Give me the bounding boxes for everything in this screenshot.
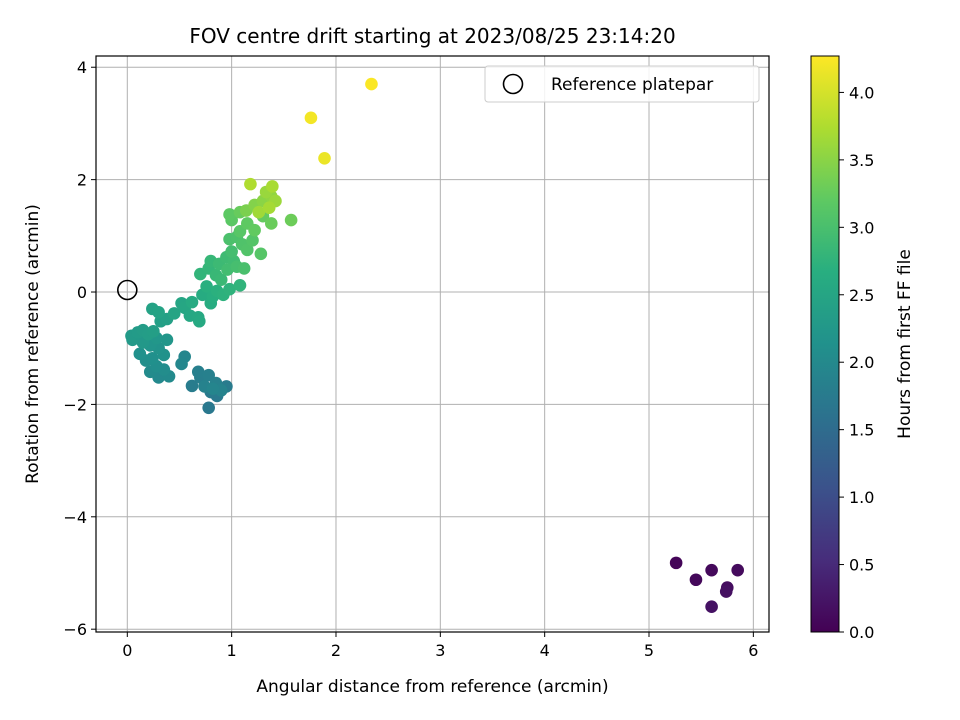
legend-box bbox=[484, 65, 760, 103]
x-tick-label: 1 bbox=[227, 641, 237, 660]
data-point bbox=[264, 217, 278, 230]
data-point bbox=[133, 347, 147, 361]
y-axis-ticks: −6 −4 −2 0 2 4 bbox=[63, 58, 96, 639]
y-tick-label: −6 bbox=[63, 620, 87, 639]
data-point bbox=[248, 223, 261, 237]
data-point bbox=[240, 243, 254, 257]
plot-frame bbox=[95, 55, 770, 633]
reference-platepar-marker bbox=[117, 279, 138, 301]
data-point bbox=[252, 205, 266, 219]
x-tick-label: 3 bbox=[435, 641, 445, 660]
data-point bbox=[191, 365, 205, 379]
x-tick-label: 4 bbox=[540, 641, 550, 660]
colorbar-tick-label: 0.0 bbox=[849, 623, 874, 642]
y-tick-label: −2 bbox=[63, 395, 87, 414]
colorbar-tick-label: 1.5 bbox=[849, 421, 874, 440]
data-point bbox=[147, 325, 160, 338]
data-point bbox=[167, 307, 181, 320]
x-tick-label: 5 bbox=[644, 641, 654, 660]
data-point bbox=[206, 382, 220, 395]
x-axis-ticks: 0 1 2 3 4 5 6 bbox=[122, 632, 758, 660]
data-point bbox=[246, 234, 259, 247]
colorbar-tick-label: 3.0 bbox=[849, 218, 874, 237]
data-point bbox=[233, 278, 247, 292]
colorbar: 0.0 0.5 1.0 1.5 2.0 2.5 3.0 3.5 4.0 Hours from f… bbox=[810, 55, 915, 642]
data-point bbox=[284, 213, 298, 227]
y-tick-label: 2 bbox=[77, 171, 87, 190]
y-tick-label: −4 bbox=[63, 508, 87, 527]
x-tick-label: 0 bbox=[122, 641, 132, 660]
data-point bbox=[160, 333, 174, 347]
data-point bbox=[689, 573, 703, 587]
colorbar-gradient bbox=[810, 55, 840, 633]
grid-lines bbox=[96, 56, 769, 632]
colorbar-tick-label: 3.5 bbox=[849, 151, 874, 170]
data-points bbox=[125, 77, 744, 614]
colorbar-tick-label: 2.0 bbox=[849, 353, 874, 372]
colorbar-tick-label: 4.0 bbox=[849, 83, 874, 102]
data-point bbox=[185, 379, 199, 393]
data-point bbox=[200, 280, 213, 293]
x-tick-label: 2 bbox=[331, 641, 341, 660]
colorbar-tick-label: 1.0 bbox=[849, 488, 874, 507]
data-point bbox=[705, 563, 718, 577]
data-point bbox=[262, 201, 276, 215]
data-point bbox=[719, 585, 733, 598]
data-point bbox=[192, 314, 206, 328]
data-point bbox=[731, 563, 744, 577]
y-axis-label: Rotation from reference (arcmin) bbox=[23, 204, 43, 484]
data-point bbox=[152, 305, 165, 319]
data-point bbox=[237, 262, 251, 275]
data-point bbox=[254, 247, 268, 261]
data-point bbox=[214, 273, 228, 286]
legend-marker-icon bbox=[502, 73, 524, 95]
data-point bbox=[185, 295, 199, 309]
x-tick-label: 6 bbox=[748, 641, 758, 660]
data-point bbox=[244, 177, 257, 191]
data-point bbox=[266, 180, 279, 193]
y-tick-label: 0 bbox=[77, 283, 87, 302]
data-point bbox=[223, 208, 236, 221]
legend-label: Reference platepar bbox=[551, 75, 713, 95]
data-point bbox=[705, 600, 718, 614]
data-point bbox=[318, 151, 331, 165]
colorbar-tick-label: 2.5 bbox=[849, 286, 874, 305]
data-point bbox=[669, 556, 683, 570]
x-axis-label: Angular distance from reference (arcmin) bbox=[256, 677, 608, 697]
data-point bbox=[175, 357, 188, 371]
y-tick-label: 4 bbox=[77, 58, 87, 77]
data-point bbox=[225, 245, 238, 258]
colorbar-ticks: 0.0 0.5 1.0 1.5 2.0 2.5 3.0 3.5 4.0 bbox=[839, 83, 874, 642]
data-point bbox=[223, 282, 236, 296]
data-point bbox=[202, 401, 215, 415]
data-point bbox=[146, 352, 159, 365]
chart-title: FOV centre drift starting at 2023/08/25 … bbox=[189, 24, 675, 48]
colorbar-tick-label: 0.5 bbox=[849, 556, 874, 575]
legend: Reference platepar bbox=[484, 65, 760, 103]
data-point bbox=[365, 77, 378, 91]
data-point bbox=[304, 111, 318, 125]
colorbar-label: Hours from first FF file bbox=[895, 249, 915, 439]
